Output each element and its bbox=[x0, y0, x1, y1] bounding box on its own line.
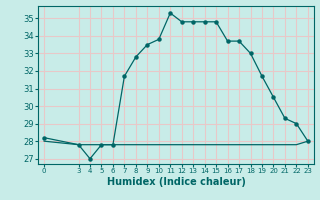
X-axis label: Humidex (Indice chaleur): Humidex (Indice chaleur) bbox=[107, 177, 245, 187]
